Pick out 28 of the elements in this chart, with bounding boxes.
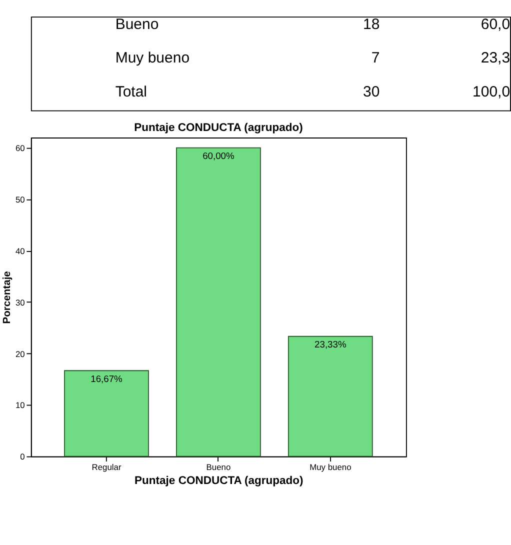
text: 23,3: [480, 50, 510, 67]
text: 18: [363, 16, 380, 33]
data-label: 16,67%: [90, 374, 122, 384]
text: 30: [363, 83, 380, 100]
bar: [64, 370, 149, 457]
bar: [288, 336, 373, 457]
data-label: 60,00%: [202, 151, 234, 162]
x-tick-label: Regular: [92, 462, 122, 472]
y-tick-label: 0: [20, 452, 26, 462]
y-tick-label: 60: [15, 143, 26, 154]
text: 7: [371, 50, 380, 67]
text: 100,0: [472, 83, 510, 100]
text: 60,0: [480, 16, 510, 33]
y-tick-label: 10: [15, 400, 26, 410]
y-tick-label: 20: [15, 348, 26, 359]
text: Muy bueno: [115, 50, 190, 67]
text: Total: [115, 83, 148, 100]
y-tick-label: 40: [15, 246, 26, 256]
x-axis-title: Puntaje CONDUCTA (agrupado): [134, 474, 304, 487]
y-tick-label: 30: [15, 297, 26, 308]
x-tick-label: Muy bueno: [310, 462, 352, 472]
chart-title: Puntaje CONDUCTA (agrupado): [134, 122, 304, 134]
text: Bueno: [115, 16, 159, 33]
data-label: 23,33%: [314, 340, 346, 350]
y-tick-label: 50: [15, 194, 26, 205]
bar: [176, 147, 261, 457]
y-axis-title: Porcentaje: [2, 270, 13, 324]
x-tick-label: Bueno: [206, 462, 231, 472]
